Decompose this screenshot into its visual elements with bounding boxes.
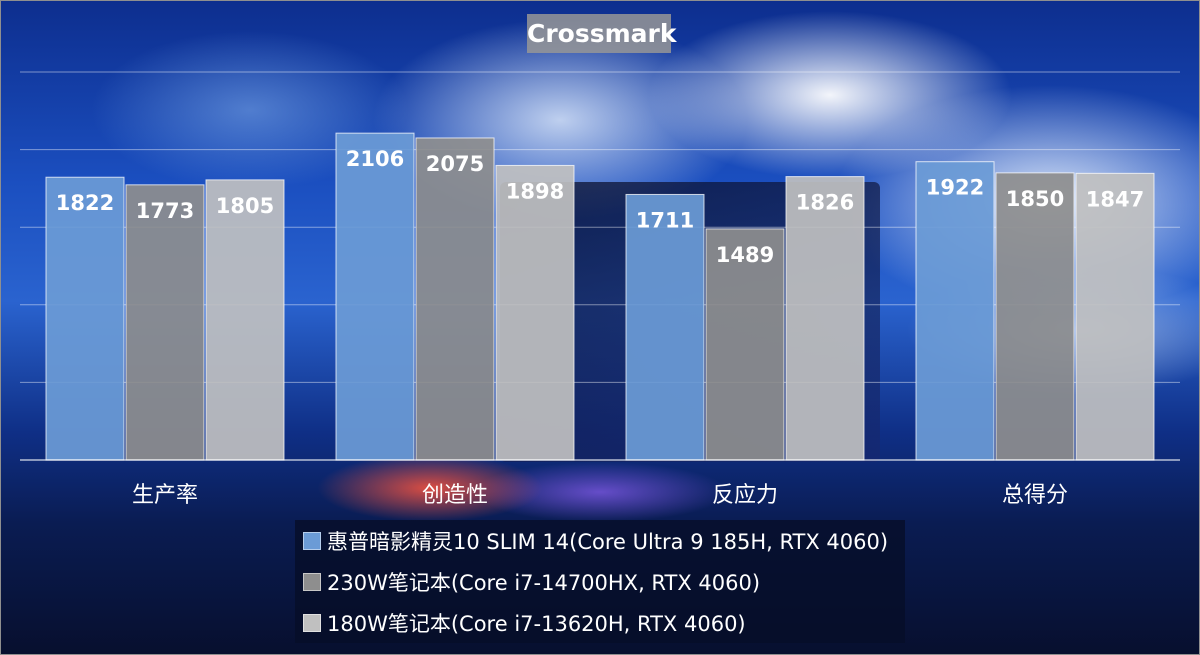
bar [705, 228, 785, 461]
legend-label: 180W笔记本(Core i7-13620H, RTX 4060) [327, 611, 746, 636]
bar [335, 132, 415, 461]
data-label: 1922 [926, 176, 984, 200]
bar [785, 176, 865, 461]
x-tick-label: 总得分 [1002, 483, 1068, 508]
data-label: 2106 [346, 147, 404, 171]
data-label: 1805 [216, 194, 274, 218]
legend-entry: 180W笔记本(Core i7-13620H, RTX 4060) [303, 602, 746, 643]
data-label: 1773 [136, 199, 194, 223]
legend-swatch [303, 613, 321, 632]
bar [915, 161, 995, 461]
bar [45, 176, 125, 461]
data-label: 1822 [56, 191, 114, 215]
data-label: 1826 [796, 191, 854, 215]
chart-title: Crossmark [527, 14, 677, 53]
bar [495, 164, 575, 461]
data-label: 1847 [1086, 187, 1144, 211]
data-label: 1489 [716, 243, 774, 267]
legend-label: 230W笔记本(Core i7-14700HX, RTX 4060) [327, 570, 761, 595]
x-tick-label: 创造性 [422, 483, 488, 508]
bar [625, 193, 705, 461]
legend-entry: 230W笔记本(Core i7-14700HX, RTX 4060) [303, 561, 760, 602]
bar [995, 172, 1075, 461]
legend-swatch [303, 572, 321, 591]
bar [1075, 172, 1155, 461]
x-tick-label: 反应力 [712, 483, 778, 508]
data-label: 2075 [426, 152, 484, 176]
data-label: 1898 [506, 179, 564, 203]
legend-label: 惠普暗影精灵10 SLIM 14(Core Ultra 9 185H, RTX … [327, 529, 889, 554]
legend-swatch [303, 531, 321, 550]
bar [205, 179, 285, 461]
data-label: 1711 [636, 208, 694, 232]
legend-entry: 惠普暗影精灵10 SLIM 14(Core Ultra 9 185H, RTX … [303, 520, 888, 561]
bar [415, 137, 495, 461]
legend: 惠普暗影精灵10 SLIM 14(Core Ultra 9 185H, RTX … [295, 520, 905, 643]
x-tick-label: 生产率 [132, 483, 198, 508]
data-label: 1850 [1006, 187, 1064, 211]
bar [125, 184, 205, 461]
